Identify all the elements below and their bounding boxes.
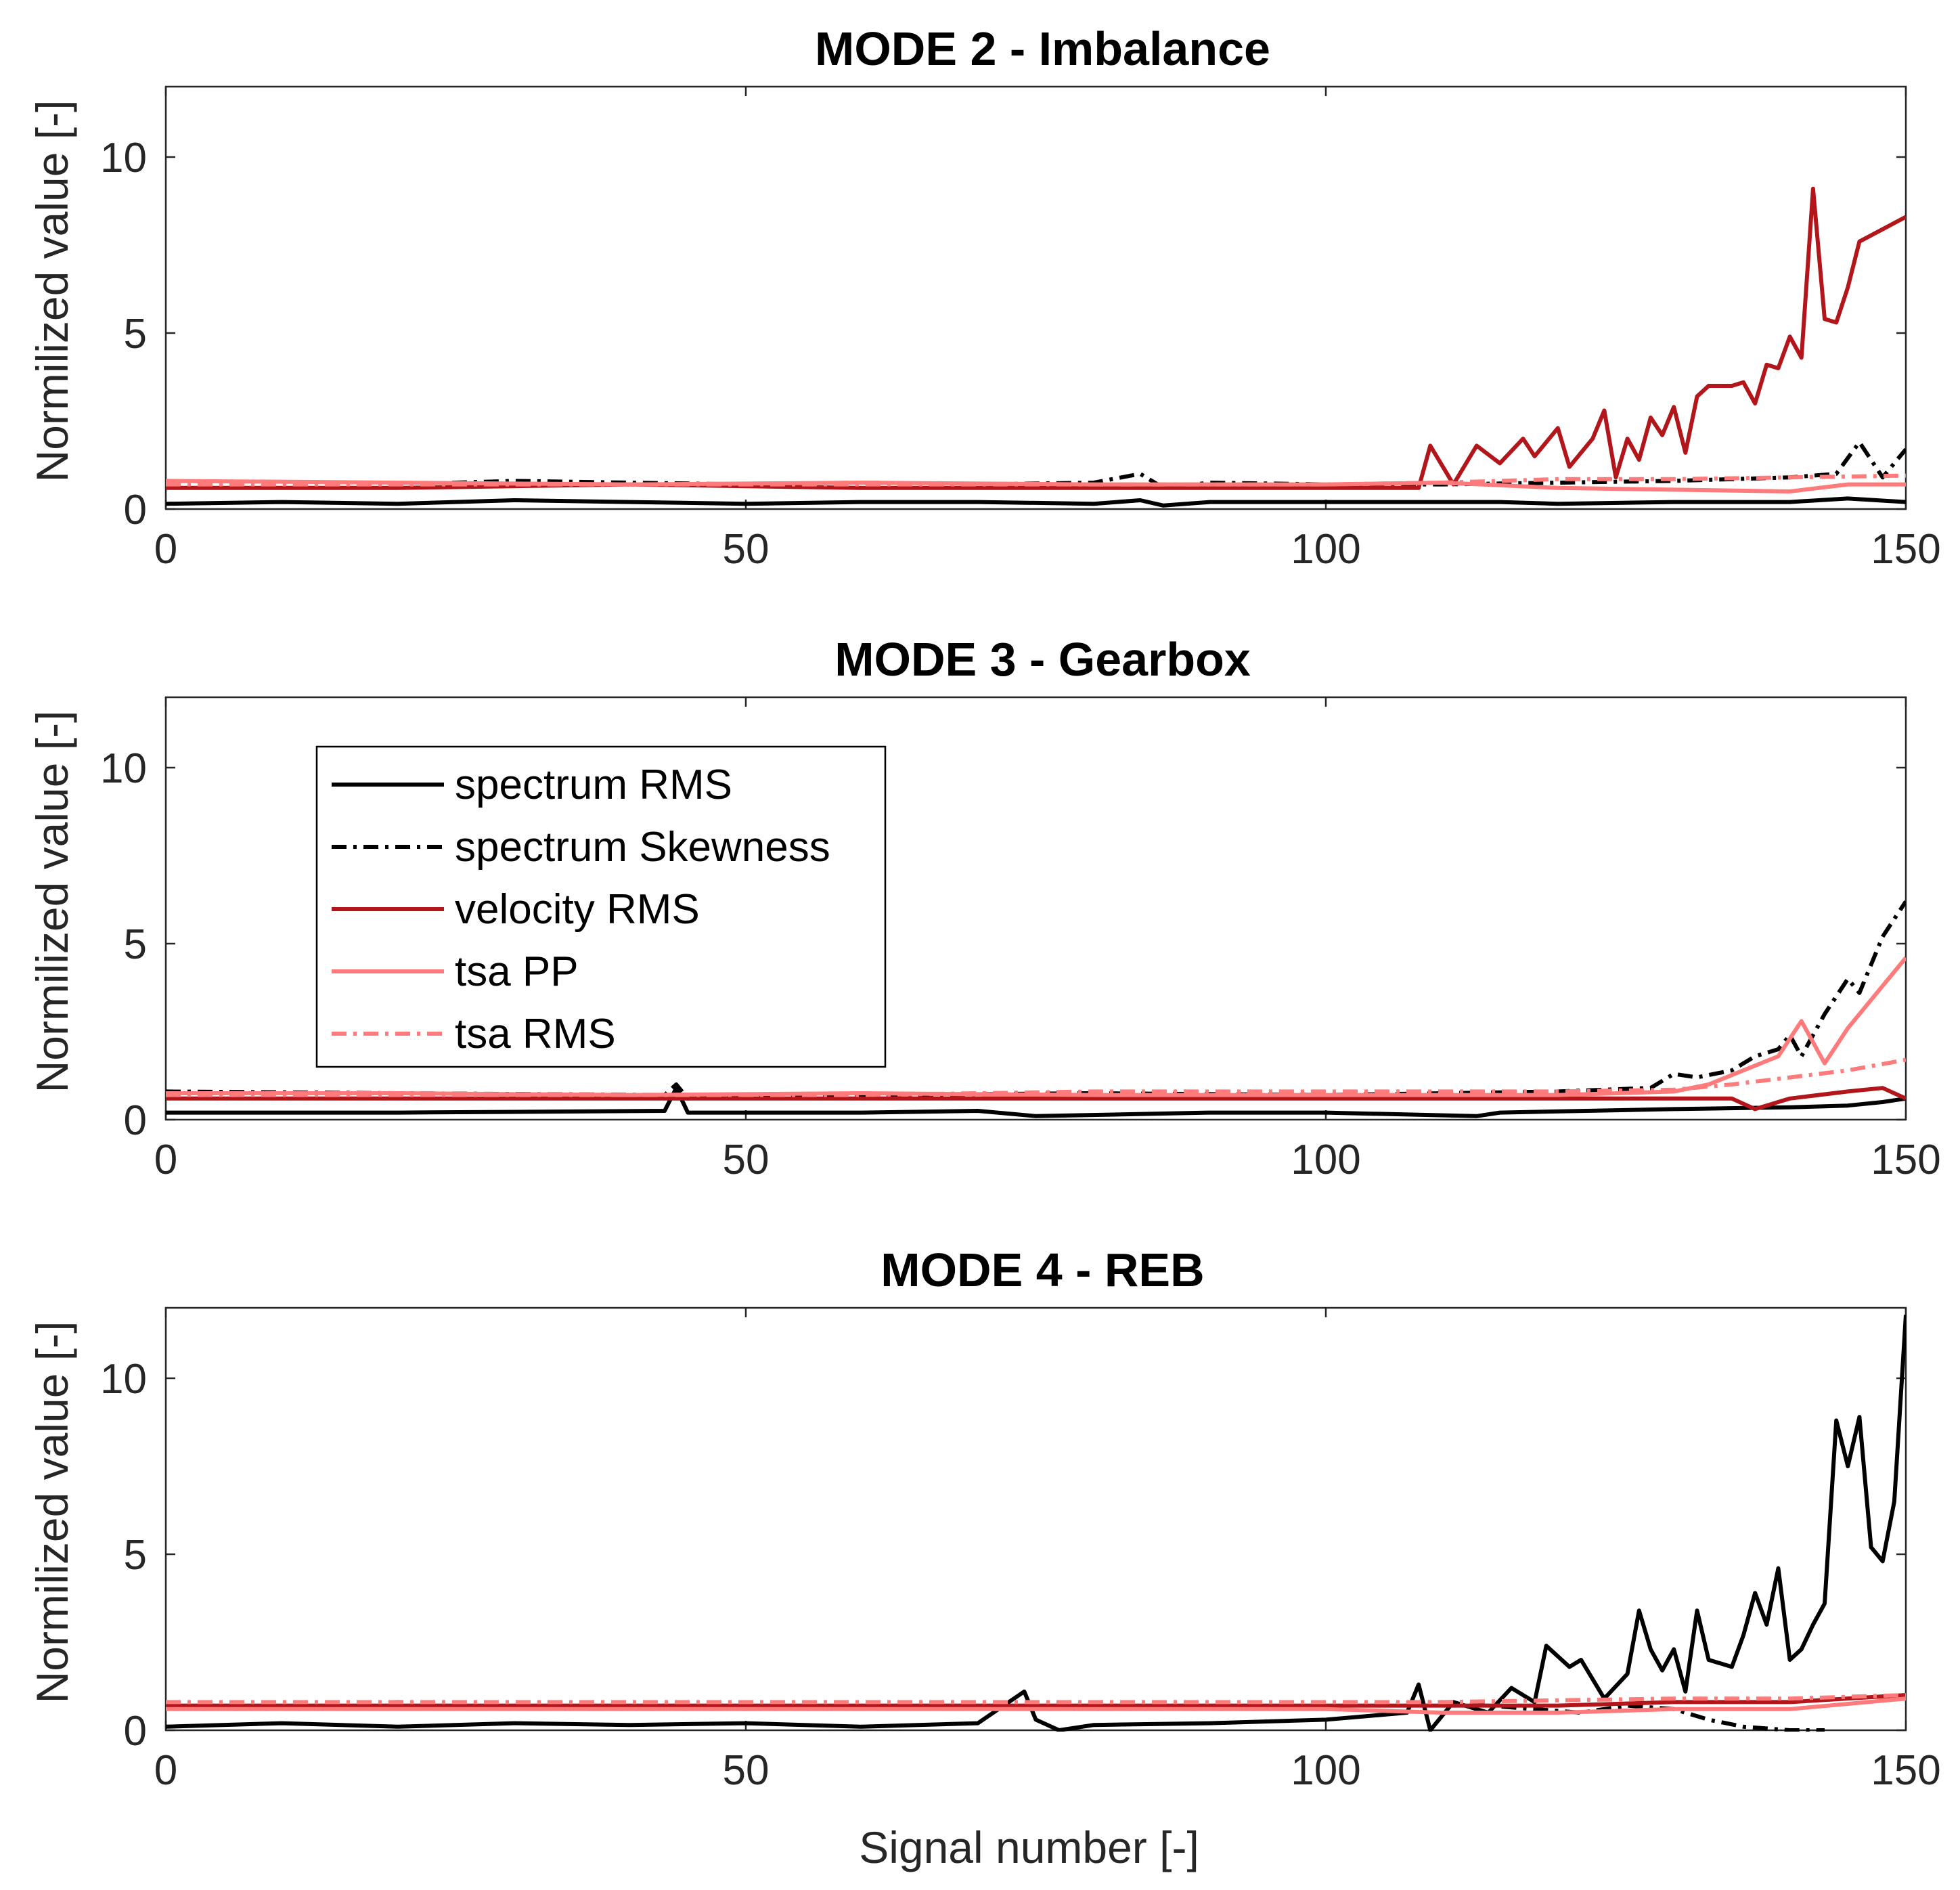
- series-velocity-rms: [166, 186, 1906, 490]
- x-tick-label: 150: [1871, 526, 1940, 573]
- legend-label: tsa PP: [455, 948, 579, 995]
- series-tsa-pp: [166, 1696, 1906, 1715]
- subplot-4: 0 50 100 150 0 5 10 MODE 4 - REB Normilized valu…: [27, 1244, 1941, 1872]
- x-tick-label: 50: [723, 1747, 770, 1794]
- y-tick-label: 0: [124, 1097, 147, 1144]
- series-tsa-rms: [166, 1057, 1906, 1097]
- legend-label: velocity RMS: [455, 886, 700, 933]
- y-tick-label: 5: [124, 1532, 147, 1579]
- x-tick-label: 100: [1291, 526, 1360, 573]
- subplot-2: 0 50 100 150 0 5 10 MODE 2 - Imbalance Normilize…: [27, 22, 1941, 573]
- y-tick-label: 0: [124, 1708, 147, 1755]
- y-axis-label: Normilized value [-]: [27, 711, 77, 1093]
- x-tick-label: 50: [723, 526, 770, 573]
- x-tick-label: 100: [1291, 1137, 1360, 1183]
- y-tick-label: 5: [124, 921, 147, 968]
- series-velocity-rms: [166, 1693, 1906, 1708]
- series-tsa-rms: [166, 473, 1906, 487]
- legend-box: [315, 745, 887, 1068]
- x-axis-label: Signal number [-]: [859, 1822, 1199, 1872]
- x-tick-label: 0: [154, 526, 177, 573]
- chart-title: MODE 3 - Gearbox: [834, 633, 1251, 686]
- subplot-3: 0 50 100 150 0 5 10 MODE 3 - Gearbox Normilized …: [27, 633, 1941, 1183]
- x-tick-label: 0: [154, 1747, 177, 1794]
- x-tick-label: 150: [1871, 1747, 1940, 1794]
- series-spectrum-rms: [166, 496, 1906, 508]
- y-tick-label: 10: [100, 745, 147, 792]
- series-tsa-rms: [166, 1693, 1906, 1705]
- y-axis-label: Normilized value [-]: [27, 1321, 77, 1704]
- x-tick-label: 50: [723, 1137, 770, 1183]
- y-tick-label: 5: [124, 311, 147, 357]
- x-tick-label: 150: [1871, 1137, 1940, 1183]
- chart-title: MODE 2 - Imbalance: [815, 22, 1270, 75]
- plot-area: [164, 1306, 1907, 1732]
- legend-label: spectrum Skewness: [455, 824, 830, 871]
- legend: spectrum RMS spectrum Skewness velocity RM…: [315, 745, 887, 1068]
- legend-label: spectrum RMS: [455, 762, 732, 808]
- y-tick-label: 0: [124, 487, 147, 533]
- y-axis-label: Normilized value [-]: [27, 100, 77, 483]
- chart-title: MODE 4 - REB: [881, 1244, 1204, 1296]
- y-tick-label: 10: [100, 1356, 147, 1403]
- series-spectrum-skewness: [166, 900, 1906, 1101]
- legend-label: tsa RMS: [455, 1011, 616, 1057]
- x-tick-label: 0: [154, 1137, 177, 1183]
- series-velocity-rms: [166, 1086, 1906, 1112]
- y-tick-label: 10: [100, 135, 147, 181]
- x-tick-label: 100: [1291, 1747, 1360, 1794]
- plot-area: [164, 85, 1907, 510]
